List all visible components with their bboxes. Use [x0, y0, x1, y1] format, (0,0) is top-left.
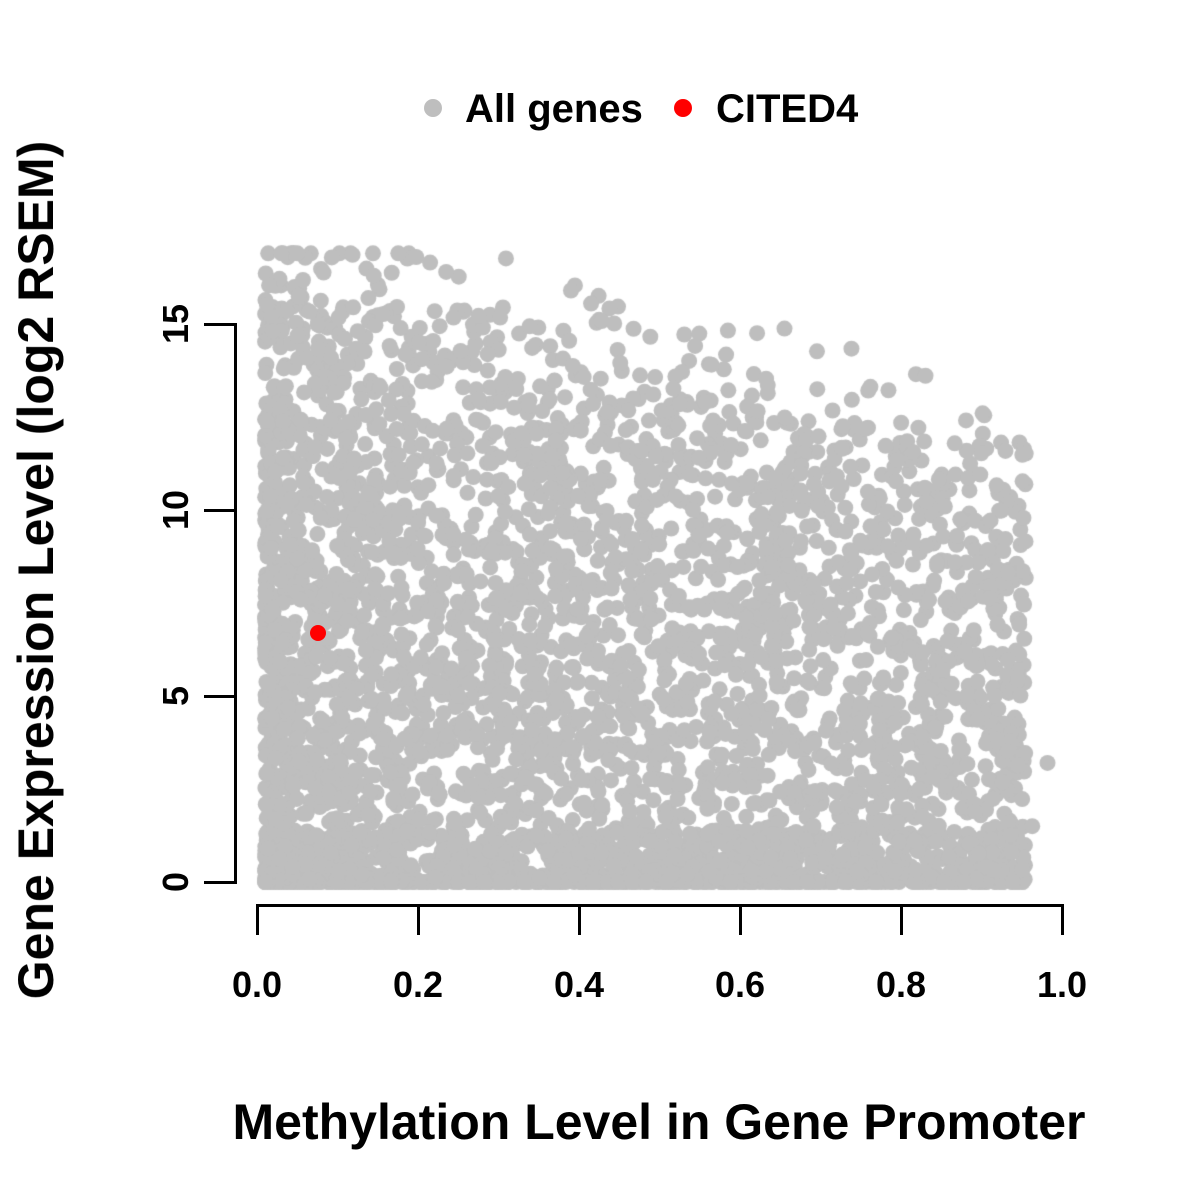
x-tick-label: 0.2: [392, 964, 444, 1005]
x-tick-label: 0.8: [875, 964, 927, 1005]
x-tick-mark: [577, 905, 581, 935]
cited4-point: [310, 624, 327, 641]
legend-label-all-genes: All genes: [465, 87, 643, 131]
y-tick-label: 0: [155, 871, 196, 893]
y-tick-mark: [204, 694, 234, 698]
x-axis-line: [255, 903, 1064, 907]
y-tick-mark: [204, 880, 234, 884]
x-tick-mark: [738, 905, 742, 935]
x-tick-mark: [899, 905, 903, 935]
legend-marker-cited4-icon: [674, 99, 692, 117]
x-tick-label: 1.0: [1036, 964, 1088, 1005]
y-axis-line: [233, 322, 237, 884]
x-tick-label: 0.4: [553, 964, 605, 1005]
x-tick-label: 0.0: [231, 964, 283, 1005]
y-axis-title: Gene Expression Level (log2 RSEM): [8, 140, 64, 1000]
x-axis-title: Methylation Level in Gene Promoter: [232, 1094, 1086, 1150]
y-tick-label: 15: [155, 303, 196, 345]
y-tick-label: 10: [155, 489, 196, 531]
x-tick-mark: [255, 905, 259, 935]
x-tick-mark: [416, 905, 420, 935]
y-tick-mark: [204, 322, 234, 326]
x-tick-mark: [1060, 905, 1064, 935]
legend-label-cited4: CITED4: [716, 87, 859, 131]
y-tick-label: 5: [155, 685, 196, 707]
x-tick-label: 0.6: [714, 964, 766, 1005]
y-tick-mark: [204, 508, 234, 512]
legend-marker-all-genes-icon: [424, 99, 442, 117]
